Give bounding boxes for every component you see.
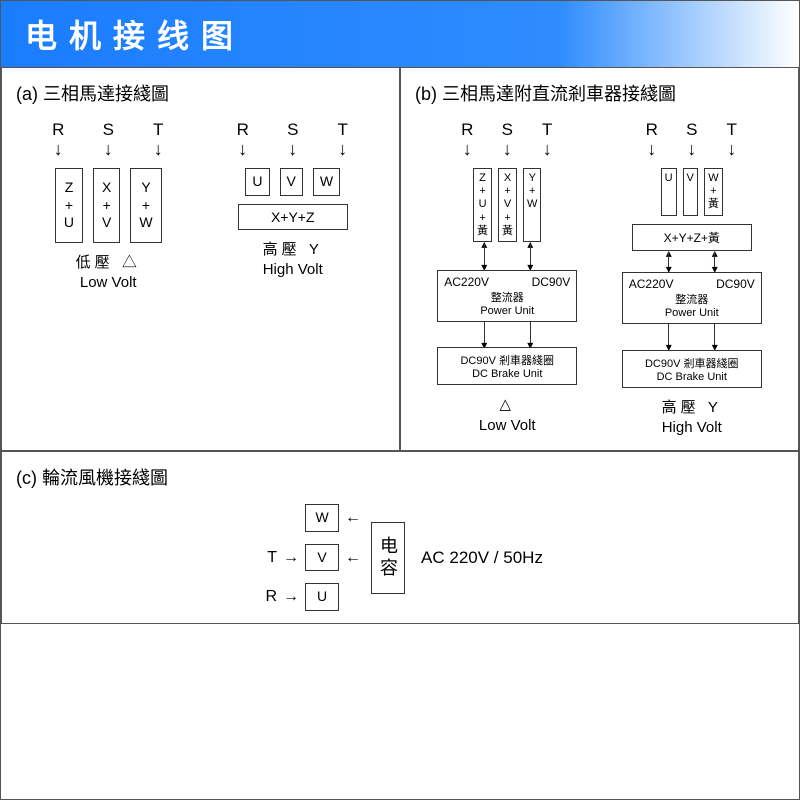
- panel-b-low: R S T Z + U + 黃 X + V + 黃 Y + W: [437, 120, 577, 438]
- input-label: T: [542, 120, 552, 140]
- terminal-box: Y + W: [523, 168, 541, 242]
- arrow-down-icon: [687, 140, 696, 160]
- arrow-left-icon: [345, 509, 361, 527]
- panel-a-low: R S T Z + U X + V Y + W 低壓 △ Low Volt: [44, 120, 172, 293]
- terminal-box: U: [305, 583, 339, 611]
- arrow-down-icon: [481, 242, 487, 270]
- arrow-down-icon: [666, 324, 672, 350]
- ac-spec-label: AC 220V / 50Hz: [421, 548, 543, 568]
- arrow-down-icon: [481, 322, 487, 348]
- panel-b: (b) 三相馬達附直流剎車器接綫圖 R S T Z + U + 黃 X + V …: [400, 67, 799, 451]
- page-title: 电机接线图: [1, 1, 799, 67]
- terminal-box: X + V: [93, 168, 120, 243]
- panel-a-high: R S T U V W X+Y+Z 高壓 Y High Volt: [229, 120, 357, 293]
- arrow-down-icon: [527, 322, 533, 348]
- arrow-down-icon: [54, 140, 63, 160]
- arrow-down-icon: [338, 140, 347, 160]
- input-label: S: [103, 120, 114, 140]
- arrow-right-icon: [283, 588, 299, 606]
- arrow-down-icon: [104, 140, 113, 160]
- brake-unit-box: DC90V 剎車器綫圈 DC Brake Unit: [437, 347, 577, 385]
- panel-a-label: (a) 三相馬達接綫圖: [16, 80, 385, 106]
- power-unit-box: AC220V DC90V 整流器 Power Unit: [437, 270, 577, 322]
- arrow-down-icon: [238, 140, 247, 160]
- caption-high-volt: 高壓 Y High Volt: [662, 398, 722, 439]
- input-label: T: [338, 120, 348, 140]
- input-label: S: [502, 120, 513, 140]
- input-label: T: [153, 120, 163, 140]
- caption-low-volt: 低壓 △ Low Volt: [76, 253, 141, 294]
- terminal-box: V: [280, 168, 303, 196]
- panel-b-high: R S T U V W + 黃 X+Y+Z+黃: [622, 120, 762, 438]
- arrow-down-icon: [463, 140, 472, 160]
- diagram-grid: (a) 三相馬達接綫圖 R S T Z + U X + V Y + W: [1, 67, 799, 624]
- panel-c-inputs: W T V R U: [257, 504, 361, 611]
- terminal-box: W: [305, 504, 339, 532]
- input-label: T: [257, 549, 277, 567]
- panel-a: (a) 三相馬達接綫圖 R S T Z + U X + V Y + W: [1, 67, 400, 451]
- arrow-down-icon: [527, 242, 533, 270]
- input-label: R: [52, 120, 64, 140]
- terminal-box: Y + W: [130, 168, 161, 243]
- input-label: R: [646, 120, 658, 140]
- input-label: S: [686, 120, 697, 140]
- arrow-down-icon: [647, 140, 656, 160]
- arrow-right-icon: [283, 549, 299, 567]
- terminal-box: U: [245, 168, 269, 196]
- arrow-down-icon: [712, 324, 718, 350]
- terminal-box: V: [683, 168, 698, 216]
- terminal-box: Z + U: [55, 168, 83, 243]
- caption-low-volt: △ Low Volt: [479, 395, 536, 436]
- input-label: R: [237, 120, 249, 140]
- terminal-box: Z + U + 黃: [473, 168, 492, 242]
- caption-high-volt: 高壓 Y High Volt: [263, 240, 323, 281]
- arrow-left-icon: [345, 549, 361, 567]
- arrow-down-icon: [543, 140, 552, 160]
- panel-c-label: (c) 輪流風機接綫圖: [16, 464, 784, 490]
- panel-c: (c) 輪流風機接綫圖 W T V: [1, 451, 799, 624]
- power-unit-box: AC220V DC90V 整流器 Power Unit: [622, 272, 762, 324]
- arrow-down-icon: [666, 251, 672, 273]
- input-label: R: [257, 588, 277, 606]
- arrow-down-icon: [288, 140, 297, 160]
- input-label: T: [727, 120, 737, 140]
- arrow-down-icon: [727, 140, 736, 160]
- panel-b-label: (b) 三相馬達附直流剎車器接綫圖: [415, 80, 784, 106]
- link-box: X+Y+Z: [238, 204, 348, 230]
- terminal-box: V: [305, 544, 339, 572]
- arrow-down-icon: [712, 251, 718, 273]
- arrow-down-icon: [503, 140, 512, 160]
- terminal-box: U: [661, 168, 677, 216]
- link-box: X+Y+Z+黃: [632, 224, 752, 251]
- terminal-box: W: [313, 168, 340, 196]
- brake-unit-box: DC90V 剎車器綫圈 DC Brake Unit: [622, 350, 762, 388]
- input-label: R: [461, 120, 473, 140]
- capacitor-box: 电容: [371, 522, 405, 594]
- arrow-down-icon: [154, 140, 163, 160]
- terminal-box: X + V + 黃: [498, 168, 517, 242]
- diagram-root: 电机接线图 (a) 三相馬達接綫圖 R S T Z + U X + V Y: [0, 0, 800, 800]
- terminal-box: W + 黃: [704, 168, 723, 216]
- input-label: S: [287, 120, 298, 140]
